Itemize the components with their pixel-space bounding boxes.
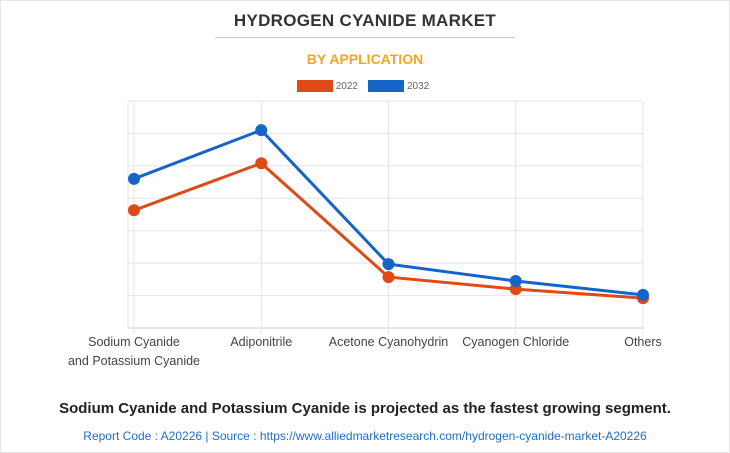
legend-label: 2022 — [335, 80, 358, 92]
legend-label: 2032 — [407, 80, 430, 92]
line-chart: Sodium Cyanide and Potassium Cyanide Adipo… — [68, 100, 662, 368]
data-point-2022 — [382, 271, 395, 284]
legend: 2022 2032 — [0, 80, 730, 92]
data-point-2032 — [509, 274, 522, 287]
data-point-2032 — [637, 288, 649, 301]
data-point-2032 — [128, 172, 140, 185]
x-tick-label: Adiponitrile — [230, 335, 292, 349]
data-point-2022 — [255, 157, 268, 170]
chart-title: HYDROGEN CYANIDE MARKET — [233, 11, 497, 30]
x-tick-label: and Potassium Cyanide — [68, 354, 200, 368]
x-tick-label: Acetone Cyanohydrin — [329, 335, 449, 349]
legend-item-2032[interactable]: 2032 — [368, 80, 429, 92]
legend-swatch — [296, 80, 333, 92]
title-divider — [215, 37, 515, 38]
legend-swatch — [368, 80, 404, 92]
legend-item-2022[interactable]: 2022 — [296, 80, 358, 92]
chart-subtitle: BY APPLICATION — [306, 51, 424, 67]
data-point-2032 — [382, 258, 395, 271]
data-point-2022 — [128, 204, 140, 217]
headline: Sodium Cyanide and Potassium Cyanide is … — [59, 400, 671, 417]
source-link[interactable]: Report Code : A20226 | Source : https://… — [83, 429, 647, 443]
x-tick-label: Cyanogen Chloride — [462, 335, 569, 349]
x-tick-label: Others — [624, 335, 662, 349]
x-tick-label: Sodium Cyanide — [88, 335, 180, 349]
data-point-2032 — [255, 124, 268, 137]
